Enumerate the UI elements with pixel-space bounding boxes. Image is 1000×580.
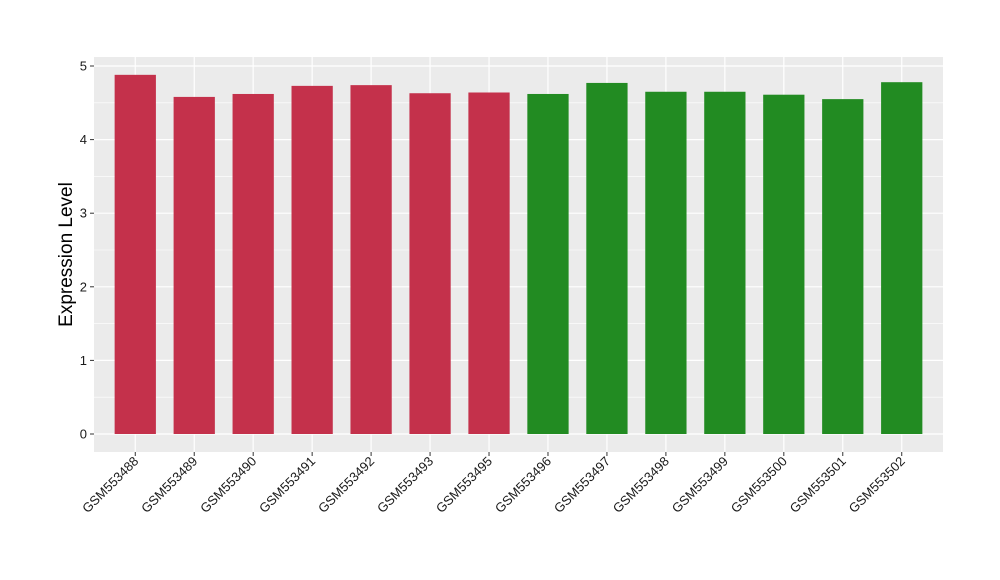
x-tick-label: GSM553497: [551, 454, 613, 516]
x-tick-label: GSM553502: [846, 454, 908, 516]
bar-GSM553489: [173, 96, 215, 435]
bar-GSM553498: [645, 91, 687, 434]
bar-GSM553496: [527, 93, 569, 434]
x-tick-label: GSM553488: [79, 454, 141, 516]
x-tick-label: GSM553489: [138, 454, 200, 516]
bar-GSM553500: [763, 94, 805, 434]
x-tick-label: GSM553498: [610, 454, 672, 516]
x-tick-label: GSM553490: [197, 454, 259, 516]
bar-GSM553501: [822, 99, 864, 435]
bars: [114, 74, 923, 435]
bar-GSM553495: [468, 92, 510, 434]
bar-GSM553502: [881, 82, 923, 434]
y-axis: 0 1 2 3 4 5: [80, 59, 94, 442]
bar-GSM553491: [291, 85, 333, 434]
bar-GSM553492: [350, 85, 392, 435]
bar-GSM553497: [586, 82, 628, 434]
x-tick-label: GSM553491: [256, 454, 318, 516]
x-tick-label: GSM553500: [728, 454, 790, 516]
x-tick-label: GSM553492: [315, 454, 377, 516]
y-tick-label: 4: [80, 132, 87, 147]
bar-GSM553493: [409, 93, 451, 435]
y-axis-title: Expression Level: [56, 182, 77, 327]
bar-GSM553488: [114, 74, 156, 434]
bar-GSM553499: [704, 91, 746, 434]
x-tick-label: GSM553501: [787, 454, 849, 516]
x-tick-label: GSM553499: [669, 454, 731, 516]
x-tick-label: GSM553495: [433, 454, 495, 516]
plot-panel: [94, 57, 943, 452]
y-tick-label: 5: [80, 59, 87, 74]
x-axis: GSM553488GSM553489GSM553490GSM553491GSM5…: [79, 452, 908, 516]
x-tick-label: GSM553496: [492, 454, 554, 516]
y-tick-label: 1: [80, 353, 87, 368]
y-tick-label: 3: [80, 206, 87, 221]
x-tick-label: GSM553493: [374, 454, 436, 516]
y-tick-label: 2: [80, 279, 87, 294]
y-tick-label: 0: [80, 427, 87, 442]
bar-GSM553490: [232, 93, 274, 434]
